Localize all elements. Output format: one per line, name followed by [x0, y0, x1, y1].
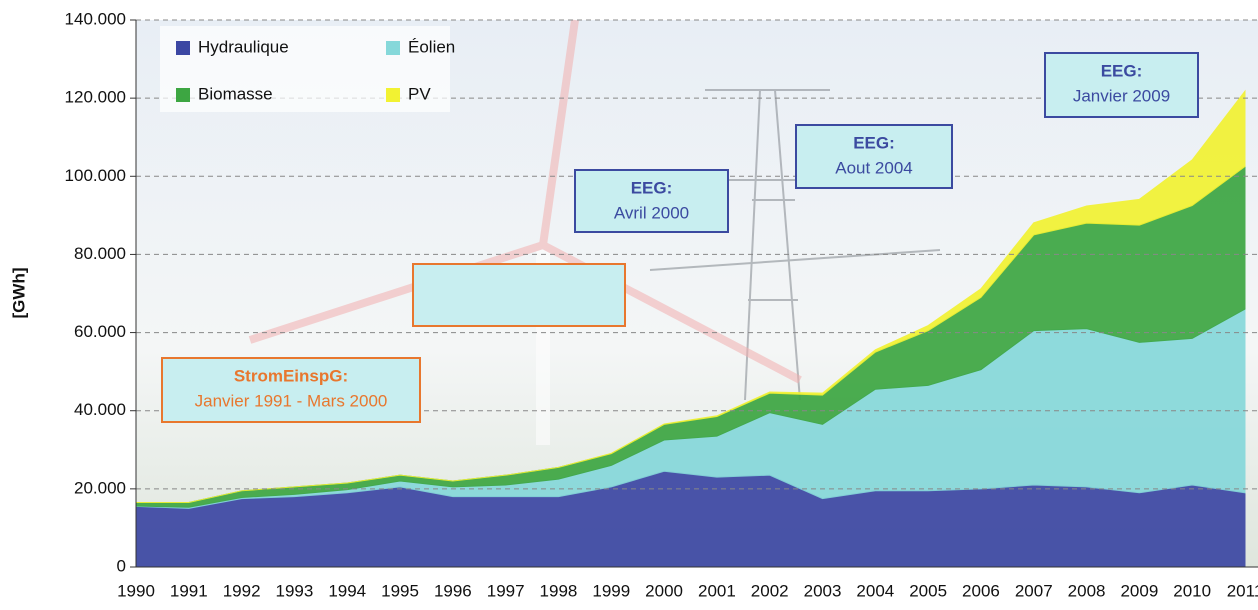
x-tick-label: 2003	[804, 581, 842, 600]
y-tick-label: 120.000	[65, 88, 126, 107]
legend-swatch	[176, 88, 190, 102]
pylon	[649, 89, 941, 401]
y-tick-label: 20.000	[74, 478, 126, 497]
x-tick-label: 2005	[909, 581, 947, 600]
y-tick-label: 40.000	[74, 400, 126, 419]
x-tick-label: 1990	[117, 581, 155, 600]
legend-label: Hydraulique	[198, 37, 289, 56]
annotation-box	[795, 124, 953, 189]
x-tick-label: 1993	[276, 581, 314, 600]
legend-label: Éolien	[408, 37, 455, 56]
annotation-text: Janvier 1991 - Mars 2000	[195, 391, 388, 410]
legend-label: PV	[408, 84, 431, 103]
annotation-text: Janvier 2009	[1073, 86, 1170, 105]
x-tick-label: 2001	[698, 581, 736, 600]
x-tick-label: 1999	[592, 581, 630, 600]
annotation-text: EEG:	[853, 133, 895, 152]
x-tick-label: 2000	[645, 581, 683, 600]
annotation-text: Avril 2000	[614, 203, 689, 222]
x-tick-label: 2010	[1173, 581, 1211, 600]
legend-swatch	[176, 41, 190, 55]
x-tick-label: 1994	[328, 581, 366, 600]
legend-label: Biomasse	[198, 84, 273, 103]
annotation-box	[1044, 52, 1199, 118]
x-tick-label: 2002	[751, 581, 789, 600]
annotation-text: EEG:	[631, 178, 673, 197]
annotation-box	[574, 169, 729, 233]
x-tick-label: 2008	[1068, 581, 1106, 600]
annotation-text: StromEinspG:	[234, 366, 348, 385]
x-tick-label: 1995	[381, 581, 419, 600]
x-tick-label: 2007	[1015, 581, 1053, 600]
legend-swatch	[386, 88, 400, 102]
area-3	[136, 89, 1246, 504]
y-axis-label: [GWh]	[9, 268, 28, 319]
x-tick-label: 1997	[487, 581, 525, 600]
y-tick-label: 60.000	[74, 322, 126, 341]
x-tick-label: 1996	[434, 581, 472, 600]
annotation-box	[161, 357, 421, 423]
legend-background	[160, 26, 450, 112]
x-tick-label: 1991	[170, 581, 208, 600]
annotation-text: EEG:	[1101, 61, 1143, 80]
legend: Hydraulique Éolien Biomasse PV	[160, 26, 455, 112]
y-tick-label: 0	[117, 556, 126, 575]
x-tick-label: 1992	[223, 581, 261, 600]
empty-box	[412, 263, 626, 327]
y-tick-label: 80.000	[74, 244, 126, 263]
x-tick-label: 2004	[856, 581, 894, 600]
x-tick-label: 2006	[962, 581, 1000, 600]
y-tick-label: 140.000	[65, 9, 126, 28]
legend-swatch	[386, 41, 400, 55]
y-tick-label: 100.000	[65, 166, 126, 185]
annotation-text: Aout 2004	[835, 158, 913, 177]
x-tick-label: 2011	[1227, 581, 1258, 600]
x-tick-label: 1998	[540, 581, 578, 600]
x-tick-label: 2009	[1120, 581, 1158, 600]
